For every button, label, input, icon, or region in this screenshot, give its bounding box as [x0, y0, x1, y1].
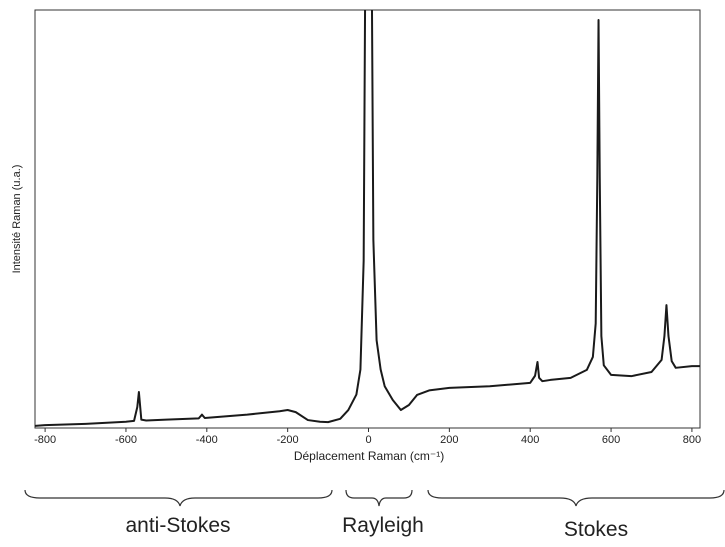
brace-stokes [427, 489, 725, 507]
braces [24, 489, 725, 507]
brace-rayleigh [345, 489, 413, 507]
annotation: Rayleigh [342, 514, 424, 537]
x-tick-label: -400 [196, 434, 218, 446]
y-axis-label: Intensité Raman (u.a.) [11, 165, 23, 274]
x-tick-label: -800 [34, 434, 56, 446]
x-tick-label: 800 [683, 434, 701, 446]
x-tick-label: -200 [277, 434, 299, 446]
spectrum-line [35, 10, 700, 427]
annotation: Stokes [564, 518, 628, 541]
x-tick-label: 200 [440, 434, 458, 446]
x-axis-label: Déplacement Raman (cm⁻¹) [294, 449, 444, 463]
brace-anti-stokes [24, 489, 333, 507]
plot-frame [34, 9, 701, 429]
x-tick-label: -600 [115, 434, 137, 446]
x-tick-label: 0 [365, 434, 371, 446]
annotation: anti-Stokes [125, 514, 230, 537]
x-tick-label: 400 [521, 434, 539, 446]
x-tick-label: 600 [602, 434, 620, 446]
